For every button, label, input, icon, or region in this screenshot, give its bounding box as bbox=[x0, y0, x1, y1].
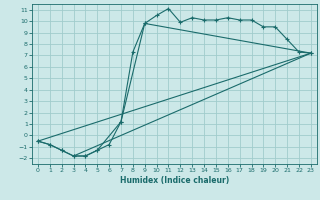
X-axis label: Humidex (Indice chaleur): Humidex (Indice chaleur) bbox=[120, 176, 229, 185]
